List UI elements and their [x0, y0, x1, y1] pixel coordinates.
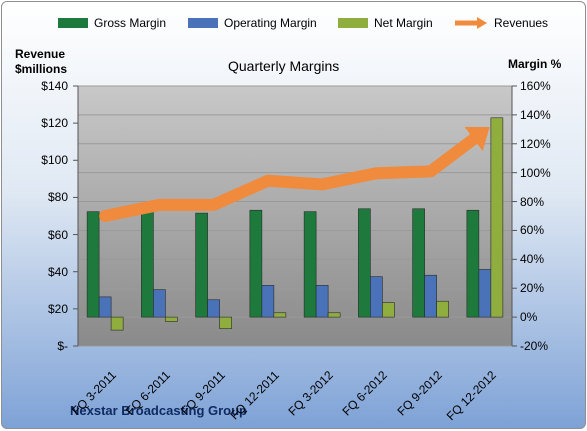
bar-operating-margin: [98, 296, 112, 318]
bar-gross-margin: [358, 208, 371, 318]
bar-gross-margin: [141, 211, 154, 318]
bar-gross-margin: [249, 209, 263, 318]
revenue-arrowhead: [464, 126, 490, 151]
left-tick-label: $20: [47, 301, 68, 316]
left-tick-label: $60: [47, 227, 68, 242]
bar-net-margin: [327, 312, 341, 318]
legend-label-gross: Gross Margin: [94, 16, 167, 30]
bar-net-margin: [165, 316, 178, 322]
bar-net-margin: [110, 316, 124, 331]
bar-operating-margin: [424, 274, 437, 318]
bar-net-margin: [490, 117, 504, 318]
tick-marks: [73, 85, 517, 347]
legend-swatch-operating: [188, 18, 218, 28]
revenue-line: [99, 132, 480, 222]
right-tick-label: 20%: [520, 281, 545, 296]
right-tick-label: 0%: [520, 310, 538, 325]
legend-swatch-net: [338, 18, 368, 28]
right-tick-label: 100%: [520, 165, 551, 180]
bar-gross-margin: [466, 209, 480, 318]
bar-gross-margin: [303, 211, 317, 318]
right-tick-label: 40%: [520, 252, 545, 267]
bar-net-margin: [219, 316, 232, 329]
right-tick-label: -20%: [520, 339, 549, 353]
bar-gross-margin: [412, 208, 425, 318]
right-axis-title: Margin %: [508, 57, 562, 71]
left-tick-label: $140: [41, 79, 68, 93]
left-tick-label: $120: [41, 116, 68, 131]
legend-net-margin: Net Margin: [338, 15, 433, 31]
legend-swatch-gross: [58, 18, 88, 28]
left-axis-title-1: Revenue: [15, 47, 66, 61]
bar-gross-margin: [86, 211, 100, 318]
bar-operating-margin: [478, 269, 492, 318]
left-axis-title-2: $millions: [15, 62, 68, 76]
legend-label-revenues: Revenues: [494, 16, 549, 30]
line-marks: [99, 126, 490, 222]
right-tick-label: 120%: [520, 136, 551, 151]
left-tick-label: $40: [47, 264, 68, 279]
bar-gross-margin: [195, 212, 208, 318]
right-tick-label: 60%: [520, 223, 545, 238]
left-tick-label: $100: [41, 153, 68, 168]
bar-operating-margin: [207, 299, 220, 318]
bar-operating-margin: [261, 285, 275, 318]
left-tick-label: $-: [57, 339, 68, 353]
bar-net-margin: [273, 312, 287, 318]
bar-net-margin: [382, 302, 395, 318]
bar-net-margin: [436, 300, 449, 318]
legend-revenues: Revenues: [454, 15, 548, 31]
bar-operating-margin: [315, 285, 329, 318]
source-label: Nexstar Broadcasting Group: [70, 403, 247, 418]
legend-gross-margin: Gross Margin: [58, 15, 166, 31]
right-tick-label: 160%: [520, 79, 551, 93]
legend-label-net: Net Margin: [374, 16, 433, 30]
legend-label-operating: Operating Margin: [224, 16, 317, 30]
right-tick-label: 140%: [520, 107, 551, 122]
chart-title: Quarterly Margins: [228, 58, 340, 74]
legend-arrow-icon: [455, 17, 487, 29]
legend-operating-margin: Operating Margin: [188, 15, 317, 31]
bar-marks: [86, 117, 504, 331]
left-tick-label: $80: [47, 190, 68, 205]
bar-operating-margin: [370, 276, 383, 318]
right-tick-label: 80%: [520, 194, 545, 209]
bar-operating-margin: [153, 289, 166, 318]
